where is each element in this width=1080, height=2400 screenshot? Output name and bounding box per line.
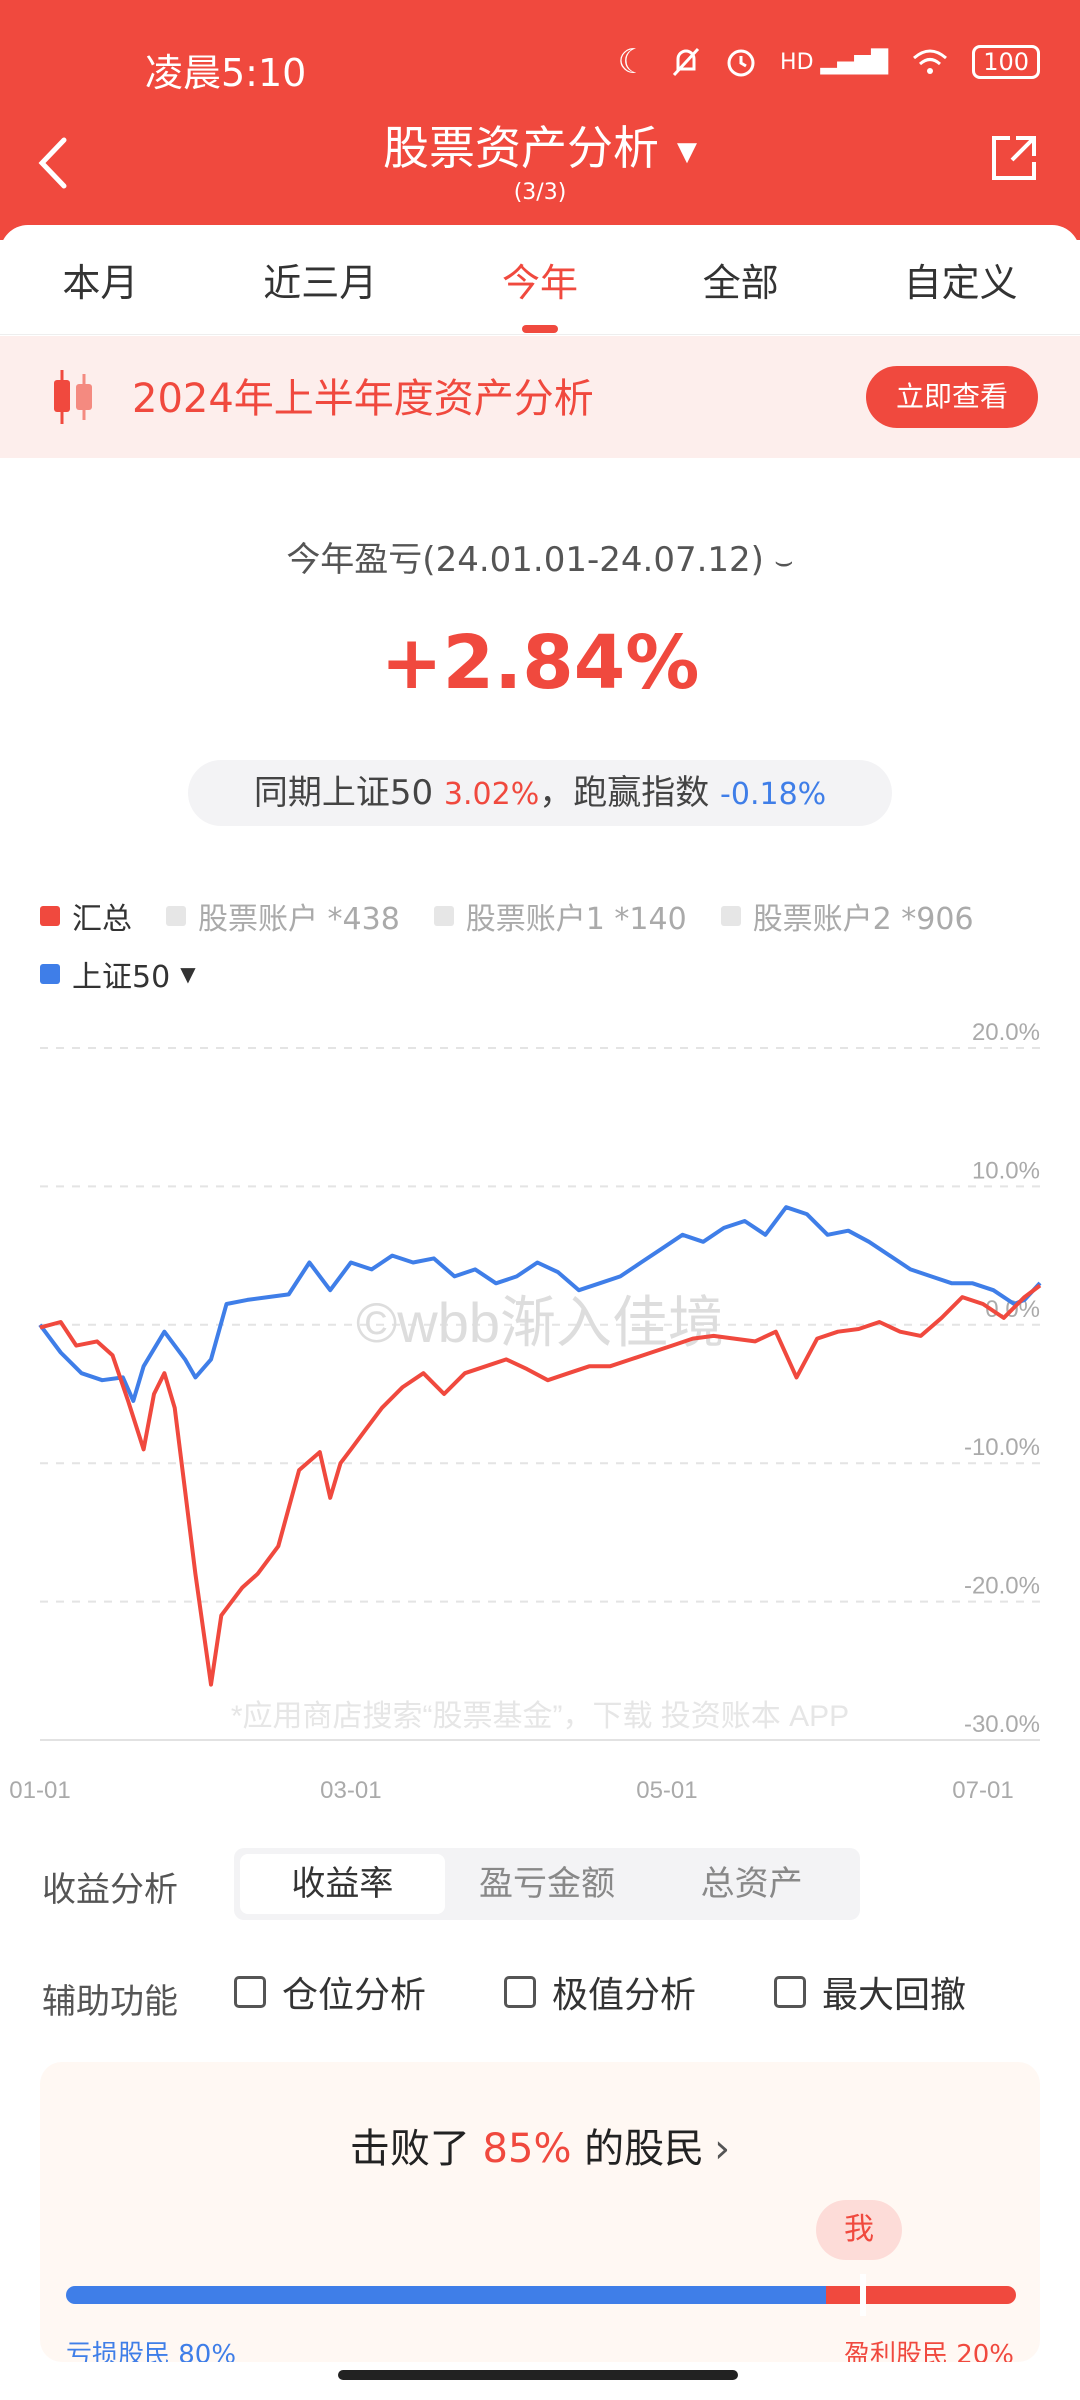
period-label: 今年盈亏(24.01.01-24.07.12) ⌣	[0, 532, 1080, 581]
signal-icon: HD ▂▄▆█	[780, 49, 889, 75]
legend-item-total[interactable]: 汇总	[40, 894, 132, 938]
legend-item-index[interactable]: 上证50 ▼	[40, 952, 196, 996]
series-line	[38, 1205, 1042, 1403]
legend-label: 股票账户2 *906	[752, 902, 974, 937]
rank-suffix: 的股民	[584, 2126, 705, 2172]
view-now-button[interactable]: 立即查看	[866, 366, 1038, 428]
legend-item-account-438[interactable]: 股票账户 *438	[166, 894, 400, 938]
checkbox[interactable]	[234, 1976, 266, 2008]
alarm-icon	[727, 49, 755, 77]
index-return-value: 3.02%	[443, 777, 540, 812]
legend-swatch	[40, 906, 60, 926]
legend-label: 股票账户1 *140	[465, 902, 687, 937]
caret-down-icon: ▼	[677, 136, 697, 167]
checkbox[interactable]	[774, 1976, 806, 2008]
y-tick-label: 20.0%	[972, 1020, 1040, 1046]
rank-prefix: 击败了	[349, 2126, 470, 2172]
top-header: 凌晨5:10 ☾ HD ▂▄▆█ 100 股票资产分析 ▼ (3/3)	[0, 0, 1080, 240]
extreme-analysis-option[interactable]: 极值分析	[504, 1966, 696, 2018]
legend-row-accounts: 汇总 股票账户 *438 股票账户1 *140 股票账户2 *906	[40, 894, 1050, 938]
me-marker-bubble: 我	[816, 2200, 902, 2260]
legend-row-index: 上证50 ▼	[40, 952, 1050, 996]
tab-three-months[interactable]: 近三月	[263, 261, 378, 305]
rank-percent: 85%	[482, 2126, 572, 2172]
seg-return-rate[interactable]: 收益率	[240, 1854, 445, 1914]
y-tick-label: -10.0%	[964, 1434, 1040, 1461]
legend-item-account-906[interactable]: 股票账户2 *906	[720, 894, 974, 938]
legend-swatch	[720, 906, 741, 926]
profit-investors-label: 盈利股民 20%	[843, 2340, 1014, 2362]
chevron-right-icon: ›	[714, 2126, 731, 2172]
me-marker-line	[860, 2274, 866, 2316]
period-tabs: 本月 近三月 今年 全部 自定义	[0, 225, 1080, 335]
max-drawdown-option[interactable]: 最大回撤	[774, 1966, 966, 2018]
x-tick-label: 05-01	[636, 1777, 697, 1804]
analysis-label: 收益分析	[42, 1870, 178, 1910]
return-line-chart[interactable]: 20.0%10.0%0.0%-10.0%-20.0%-30.0%01-01 03-…	[0, 1020, 1080, 1820]
loss-investors-label: 亏损股民 80%	[66, 2340, 237, 2362]
legend-swatch	[40, 964, 60, 984]
loss-bar	[66, 2286, 826, 2304]
legend-swatch	[166, 906, 186, 926]
back-button[interactable]	[28, 128, 78, 198]
analysis-banner[interactable]: 2024年上半年度资产分析 立即查看	[0, 336, 1080, 458]
rank-card[interactable]: 击败了 85% 的股民 › 我 亏损股民 80% 盈利股民 20%	[40, 2062, 1040, 2362]
period-text: 今年盈亏(24.01.01-24.07.12)	[286, 540, 764, 580]
legend-label: 上证50	[72, 960, 171, 995]
profit-bar	[826, 2286, 1016, 2304]
chart-legend: 汇总 股票账户 *438 股票账户1 *140 股票账户2 *906 上证50 ▼	[40, 896, 1050, 1012]
checkbox[interactable]	[504, 1976, 536, 2008]
caret-down-icon: ▼	[180, 962, 196, 986]
excess-return-value: -0.18%	[720, 777, 827, 812]
y-tick-label: -20.0%	[964, 1573, 1040, 1600]
rank-bar	[66, 2286, 1016, 2304]
candlestick-icon	[54, 370, 92, 424]
page-title-text: 股票资产分析	[383, 121, 659, 175]
network-label: HD	[780, 49, 814, 75]
page-indicator: (3/3)	[513, 180, 567, 205]
seg-profit-amount[interactable]: 盈亏金额	[479, 1864, 615, 1904]
legend-item-account-140[interactable]: 股票账户1 *140	[433, 894, 687, 938]
chart-watermark: ©wbb渐入佳境	[356, 1291, 724, 1354]
status-time: 凌晨5:10	[145, 51, 307, 95]
tab-all[interactable]: 全部	[702, 261, 779, 305]
y-tick-label: -30.0%	[964, 1711, 1040, 1738]
legend-swatch	[433, 906, 454, 926]
compare-prefix: 同期上证50	[253, 773, 434, 813]
x-tick-label: 03-01	[320, 1777, 381, 1804]
banner-text: 2024年上半年度资产分析	[132, 376, 594, 422]
home-indicator[interactable]	[338, 2370, 738, 2380]
chart-footer-note: *应用商店搜索“股票基金”，下载 投资账本 APP	[231, 1700, 849, 1733]
mute-bell-icon	[672, 47, 700, 77]
total-return: +2.84%	[380, 620, 700, 706]
option-label: 最大回撤	[822, 1975, 967, 2016]
seg-total-assets[interactable]: 总资产	[700, 1864, 803, 1904]
status-icons: ☾ HD ▂▄▆█ 100	[618, 42, 1040, 82]
eye-closed-icon[interactable]: ⌣	[773, 544, 794, 579]
tab-this-year[interactable]: 今年	[484, 252, 596, 333]
rank-title: 击败了 85% 的股民 ›	[40, 2116, 1040, 2174]
aux-label: 辅助功能	[42, 1982, 178, 2022]
position-analysis-option[interactable]: 仓位分析	[234, 1966, 426, 2018]
tab-custom[interactable]: 自定义	[903, 261, 1018, 305]
legend-label: 股票账户 *438	[198, 902, 400, 937]
option-label: 极值分析	[552, 1975, 697, 2016]
index-compare-pill: 同期上证50 3.02%，跑赢指数 -0.18%	[188, 760, 892, 826]
y-tick-label: 10.0%	[972, 1157, 1040, 1184]
compare-mid: ，跑赢指数	[539, 773, 710, 813]
analysis-segmented-control: 收益率 盈亏金额 总资产	[234, 1848, 860, 1920]
page-title[interactable]: 股票资产分析 ▼	[0, 112, 1080, 178]
option-label: 仓位分析	[282, 1975, 427, 2016]
x-tick-label: 01-01	[9, 1777, 70, 1804]
battery-icon: 100	[972, 45, 1040, 79]
x-tick-label: 07-01	[952, 1777, 1013, 1804]
moon-icon: ☾	[617, 42, 649, 82]
wifi-icon	[913, 49, 948, 74]
legend-label: 汇总	[72, 902, 132, 937]
tab-month[interactable]: 本月	[62, 261, 139, 305]
share-button[interactable]	[986, 130, 1042, 186]
